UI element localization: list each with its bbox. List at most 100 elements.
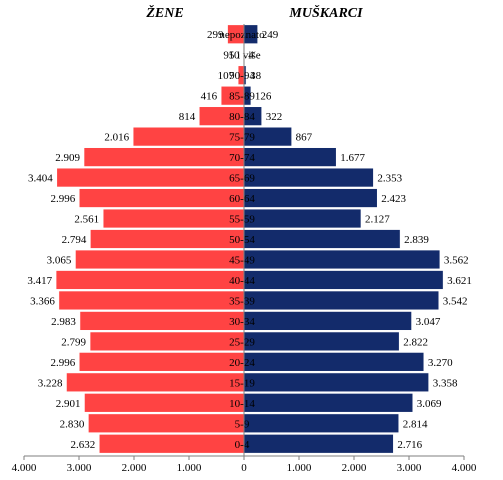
women-value-label-20: 2.632 [70, 439, 95, 451]
category-label-15: 25-29 [229, 336, 255, 348]
women-bar-8 [78, 188, 245, 208]
women-value-label-12: 3.417 [27, 275, 52, 287]
women-value-label-7: 3.404 [28, 173, 53, 185]
men-value-label-11: 3.562 [444, 254, 469, 266]
category-label-10: 50-54 [229, 234, 255, 246]
men-bar-8 [243, 188, 378, 208]
women-bars [55, 24, 245, 454]
women-value-label-2: 107 [218, 70, 235, 82]
women-bar-5 [132, 126, 245, 147]
x-tick-label-5: 1.000 [287, 462, 312, 474]
x-tick-label-6: 2.000 [342, 462, 367, 474]
women-bar-11 [75, 249, 245, 270]
women-bar-16 [78, 352, 245, 372]
women-bar-19 [88, 413, 245, 434]
category-labels: nepoznato 95 i više 90-94 85-89 80-84 75-79 70… [219, 29, 265, 451]
men-value-label-12: 3.621 [447, 275, 472, 287]
women-value-label-15: 2.799 [61, 336, 86, 348]
category-label-18: 10-14 [229, 398, 255, 410]
men-bar-18 [243, 393, 414, 413]
women-bar-15 [89, 331, 245, 352]
women-value-label-6: 2.909 [55, 152, 80, 164]
category-label-2: 90-94 [229, 70, 255, 82]
women-title: ŽENE [145, 4, 183, 21]
men-value-label-6: 1.677 [340, 152, 365, 164]
men-bar-16 [243, 352, 425, 372]
women-value-label-4: 814 [179, 111, 196, 123]
men-value-label-20: 2.716 [397, 439, 422, 451]
category-label-8: 60-64 [229, 193, 255, 205]
category-label-6: 70-74 [229, 152, 255, 164]
women-value-label-14: 2.983 [51, 316, 76, 328]
women-value-label-13: 3.366 [30, 295, 55, 307]
men-bar-7 [243, 167, 374, 188]
category-label-17: 15-19 [229, 377, 255, 389]
women-bar-17 [66, 372, 245, 393]
men-bar-11 [243, 249, 441, 270]
x-tick-label-2: 2.000 [122, 462, 147, 474]
men-value-label-7: 2.353 [377, 173, 402, 185]
men-value-label-2: 38 [250, 70, 262, 82]
category-label-7: 65-69 [229, 173, 255, 185]
women-bar-9 [102, 208, 245, 229]
category-label-11: 45-49 [229, 254, 255, 266]
category-label-19: 5-9 [235, 418, 250, 430]
men-bar-19 [243, 413, 400, 434]
men-value-label-8: 2.423 [381, 193, 406, 205]
men-bar-10 [243, 229, 401, 249]
women-value-label-1: 10 [228, 50, 240, 62]
men-value-label-9: 2.127 [365, 214, 390, 226]
women-bar-18 [84, 393, 245, 413]
women-value-label-3: 416 [201, 91, 218, 103]
women-value-label-5: 2.016 [104, 132, 129, 144]
category-label-5: 75-79 [229, 132, 255, 144]
men-bar-6 [243, 147, 337, 167]
men-bar-13 [243, 290, 440, 311]
men-value-label-3: 126 [255, 91, 272, 103]
women-bar-20 [98, 434, 245, 454]
x-tick-label-0: 4.000 [12, 462, 37, 474]
x-tick-label-1: 3.000 [67, 462, 92, 474]
men-title: MUŠKARCI [288, 4, 363, 21]
men-bars [243, 24, 444, 454]
women-bar-10 [90, 229, 245, 249]
men-bar-15 [243, 331, 400, 352]
men-value-label-17: 3.358 [433, 377, 458, 389]
men-value-label-13: 3.542 [443, 295, 468, 307]
women-value-label-10: 2.794 [62, 234, 87, 246]
category-label-3: 85-89 [229, 91, 255, 103]
category-label-20: 0-4 [235, 439, 250, 451]
women-bar-7 [56, 167, 245, 188]
women-bar-13 [58, 290, 245, 311]
men-value-label-16: 3.270 [428, 357, 453, 369]
men-value-label-1: 4 [248, 50, 254, 62]
men-value-label-14: 3.047 [416, 316, 441, 328]
women-value-label-8: 2.996 [50, 193, 75, 205]
x-tick-label-4: 0 [241, 462, 247, 474]
men-value-label-10: 2.839 [404, 234, 429, 246]
x-axis: 4.000 3.000 2.000 1.000 0 1.000 2.000 3.000 4.00… [12, 24, 477, 474]
value-labels: 299 249 10 4 107 38 416 126 814 322 2.016 867 2.909 1… [27, 29, 472, 451]
women-bar-14 [79, 311, 245, 331]
women-value-label-17: 3.228 [38, 377, 63, 389]
x-tick-label-7: 3.000 [397, 462, 422, 474]
men-value-label-4: 322 [266, 111, 283, 123]
category-label-0: nepoznato [219, 29, 265, 41]
men-value-label-18: 3.069 [417, 398, 442, 410]
x-tick-label-3: 1.000 [177, 462, 202, 474]
men-value-label-0: 249 [262, 29, 279, 41]
women-value-label-19: 2.830 [60, 418, 85, 430]
women-bar-6 [83, 147, 245, 167]
women-value-label-18: 2.901 [56, 398, 81, 410]
category-label-13: 35-39 [229, 295, 255, 307]
women-value-label-9: 2.561 [74, 214, 99, 226]
men-bar-9 [243, 208, 362, 229]
men-bar-17 [243, 372, 429, 393]
x-tick-label-8: 4.000 [452, 462, 477, 474]
men-bar-12 [243, 270, 444, 290]
men-bar-14 [243, 311, 412, 331]
men-value-label-15: 2.822 [403, 336, 428, 348]
women-bar-12 [55, 270, 245, 290]
women-value-label-16: 2.996 [50, 357, 75, 369]
